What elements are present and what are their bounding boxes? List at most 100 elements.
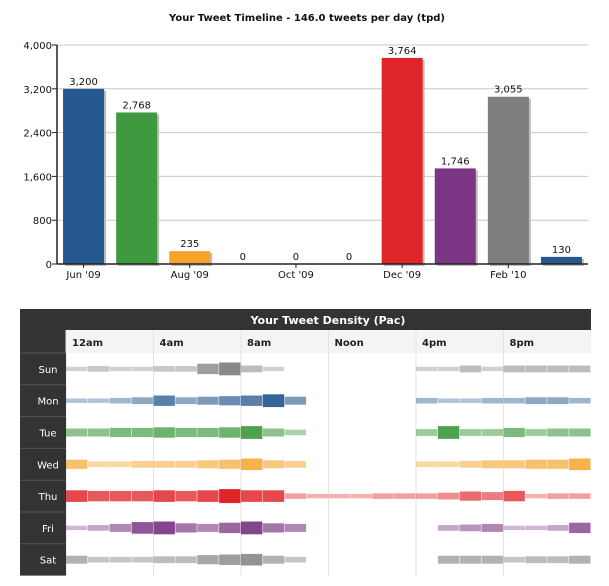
density-cell[interactable] (175, 523, 197, 533)
density-cell[interactable] (175, 366, 197, 372)
density-cell[interactable] (284, 396, 307, 405)
density-cell[interactable] (241, 553, 263, 566)
density-cell[interactable] (219, 427, 241, 438)
density-cell[interactable] (262, 490, 285, 502)
density-cell[interactable] (175, 427, 197, 438)
density-cell[interactable] (87, 366, 110, 372)
density-cell[interactable] (87, 461, 110, 468)
density-cell[interactable] (547, 556, 569, 564)
density-cell[interactable] (197, 427, 219, 438)
density-cell[interactable] (525, 429, 547, 436)
bar[interactable] (487, 96, 529, 265)
density-cell[interactable] (197, 523, 219, 532)
density-cell[interactable] (437, 398, 460, 403)
density-cell[interactable] (459, 555, 482, 564)
density-cell[interactable] (350, 493, 372, 499)
density-cell[interactable] (109, 427, 132, 438)
density-cell[interactable] (284, 460, 307, 468)
density-cell[interactable] (87, 428, 110, 437)
density-cell[interactable] (66, 525, 88, 531)
density-cell[interactable] (262, 394, 285, 408)
density-cell[interactable] (66, 398, 88, 403)
density-cell[interactable] (459, 524, 482, 532)
density-cell[interactable] (525, 397, 547, 405)
bar[interactable] (116, 112, 158, 265)
density-cell[interactable] (197, 490, 219, 502)
density-cell[interactable] (241, 521, 263, 535)
density-cell[interactable] (459, 491, 482, 501)
density-cell[interactable] (241, 458, 263, 471)
density-cell[interactable] (284, 429, 307, 436)
density-cell[interactable] (481, 460, 503, 469)
density-cell[interactable] (481, 366, 503, 372)
density-cell[interactable] (66, 428, 88, 437)
density-cell[interactable] (416, 366, 438, 372)
density-cell[interactable] (175, 460, 197, 468)
density-cell[interactable] (175, 397, 197, 405)
density-cell[interactable] (437, 525, 460, 531)
density-cell[interactable] (459, 460, 482, 468)
density-cell[interactable] (503, 427, 525, 438)
density-cell[interactable] (131, 460, 153, 468)
density-cell[interactable] (87, 490, 110, 502)
density-cell[interactable] (481, 429, 503, 436)
density-cell[interactable] (219, 489, 241, 504)
density-cell[interactable] (547, 397, 569, 405)
density-cell[interactable] (241, 490, 263, 502)
density-cell[interactable] (328, 493, 350, 499)
density-cell[interactable] (569, 397, 591, 404)
density-cell[interactable] (525, 365, 547, 373)
density-cell[interactable] (109, 556, 132, 563)
density-cell[interactable] (197, 363, 219, 375)
density-cell[interactable] (416, 493, 438, 499)
density-cell[interactable] (569, 458, 591, 471)
bar[interactable] (381, 57, 423, 264)
density-cell[interactable] (219, 554, 241, 565)
density-cell[interactable] (175, 490, 197, 502)
density-cell[interactable] (219, 362, 241, 376)
density-cell[interactable] (197, 555, 219, 565)
bar[interactable] (434, 168, 476, 264)
density-cell[interactable] (131, 556, 153, 563)
density-cell[interactable] (262, 460, 285, 469)
density-cell[interactable] (503, 556, 525, 563)
density-cell[interactable] (241, 426, 263, 439)
density-cell[interactable] (87, 525, 110, 531)
density-cell[interactable] (437, 555, 460, 564)
density-cell[interactable] (481, 523, 503, 532)
density-cell[interactable] (503, 397, 525, 404)
density-cell[interactable] (219, 522, 241, 534)
density-cell[interactable] (109, 366, 132, 372)
density-cell[interactable] (372, 493, 394, 499)
density-cell[interactable] (569, 365, 591, 373)
density-cell[interactable] (525, 556, 547, 564)
density-cell[interactable] (547, 365, 569, 373)
bar[interactable] (169, 251, 211, 264)
density-cell[interactable] (503, 365, 525, 373)
density-cell[interactable] (437, 461, 460, 468)
density-cell[interactable] (437, 366, 460, 372)
density-cell[interactable] (306, 493, 328, 499)
density-cell[interactable] (66, 490, 88, 502)
density-cell[interactable] (175, 556, 197, 564)
density-cell[interactable] (241, 395, 263, 406)
density-cell[interactable] (284, 523, 307, 532)
density-cell[interactable] (109, 397, 132, 404)
density-cell[interactable] (416, 429, 438, 436)
density-cell[interactable] (569, 555, 591, 564)
density-cell[interactable] (525, 459, 547, 469)
density-cell[interactable] (481, 492, 503, 501)
density-cell[interactable] (459, 365, 482, 373)
density-cell[interactable] (437, 426, 460, 439)
density-cell[interactable] (109, 523, 132, 532)
density-cell[interactable] (262, 523, 285, 533)
density-cell[interactable] (459, 429, 482, 436)
density-cell[interactable] (481, 555, 503, 564)
density-cell[interactable] (525, 493, 547, 499)
density-cell[interactable] (503, 490, 525, 502)
density-cell[interactable] (569, 522, 591, 534)
density-cell[interactable] (153, 521, 175, 535)
density-cell[interactable] (131, 366, 153, 372)
density-cell[interactable] (547, 493, 569, 499)
density-cell[interactable] (153, 427, 175, 438)
